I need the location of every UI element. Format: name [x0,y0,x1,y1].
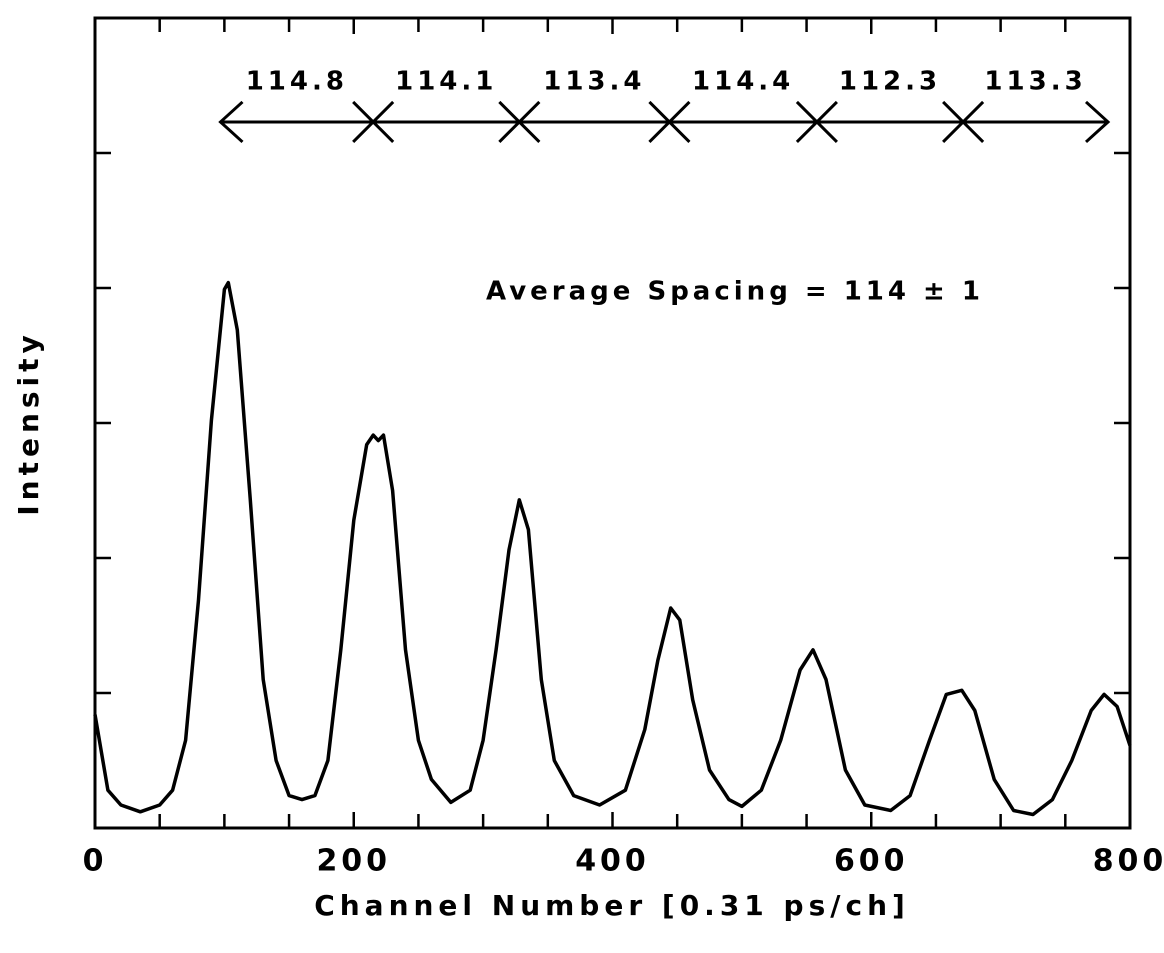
y-axis-label: Intensity [12,330,45,516]
arrow-head [218,100,244,144]
x-axis-label: Channel Number [0.31 ps/ch] [314,889,910,922]
data-line [93,280,1132,817]
x-tick-label: 0 [83,844,108,879]
x-tick-label: 400 [575,844,650,879]
peak-marker [942,100,985,144]
peak-marker [498,100,541,144]
peak-marker [648,100,691,144]
average-label: Average Spacing = 114 ± 1 [486,277,984,307]
arrow-head [1085,100,1111,144]
peak-marker [795,100,838,144]
spacing-label: 114.1 [395,66,497,96]
spacing-label: 113.3 [984,66,1086,96]
x-tick-label: 800 [1093,844,1164,879]
spacing-label: 112.3 [839,66,941,96]
spacing-label: 114.4 [692,66,794,96]
spacing-label: 113.4 [543,66,645,96]
plot-frame [93,16,1132,830]
x-tick-label: 200 [316,844,391,879]
x-tick-label: 600 [834,844,909,879]
peak-marker [352,100,395,144]
spacing-label: 114.8 [246,66,348,96]
